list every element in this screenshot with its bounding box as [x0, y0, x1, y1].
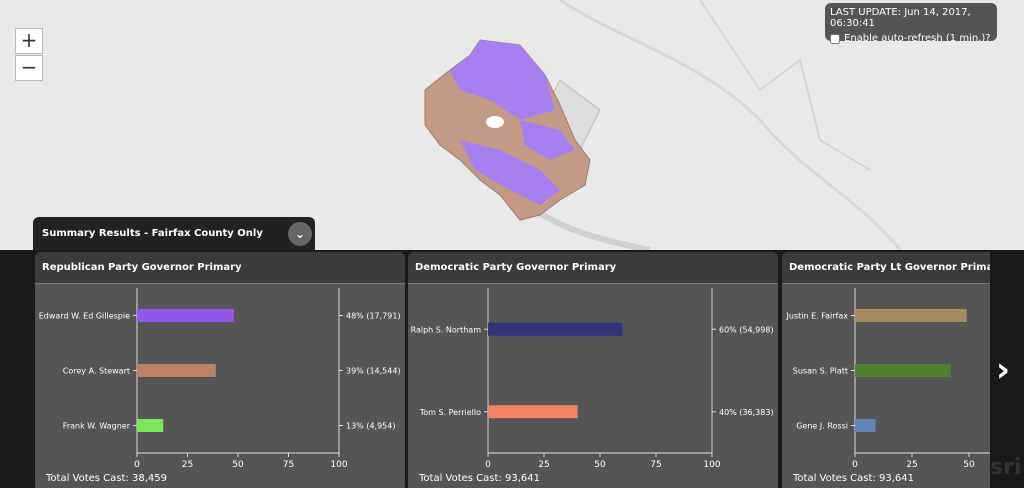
vote-label: 48% (17,791): [346, 312, 401, 321]
x-tick-label: 50: [963, 460, 975, 470]
candidate-name: Ralph S. Northam: [411, 325, 482, 334]
vote-label: 13% (4,954): [346, 422, 395, 431]
x-tick-label: 25: [182, 460, 193, 470]
total-votes: Total Votes Cast: 38,459: [46, 473, 167, 484]
candidate-name: Corey A. Stewart: [63, 367, 130, 376]
x-tick-label: 50: [594, 460, 606, 470]
total-votes: Total Votes Cast: 93,641: [419, 473, 540, 484]
auto-refresh-toggle[interactable]: Enable auto-refresh (1 min.)?: [830, 33, 992, 44]
candidate-name: Frank W. Wagner: [63, 422, 131, 431]
x-tick-label: 25: [538, 460, 549, 470]
bar: [855, 309, 967, 322]
vote-label: 39% (14,544): [346, 367, 401, 376]
candidate-name: Tom S. Perriello: [419, 408, 481, 417]
summary-tab[interactable]: Summary Results - Fairfax County Only ⌄: [33, 217, 315, 250]
bar: [488, 322, 623, 336]
x-tick-label: 75: [650, 460, 661, 470]
auto-refresh-checkbox[interactable]: [830, 33, 840, 44]
zoom-in-button[interactable]: +: [15, 28, 43, 54]
bar: [137, 309, 234, 322]
bar: [855, 364, 951, 377]
x-tick-label: 75: [283, 460, 294, 470]
update-panel: LAST UPDATE: Jun 14, 2017, 06:30:41 Enab…: [825, 3, 997, 44]
chevron-down-icon[interactable]: ⌄: [288, 222, 312, 246]
x-tick-label: 0: [485, 460, 491, 470]
esri-logo: sri: [990, 455, 1022, 480]
chart-title: Democratic Party Lt Governor Primary: [782, 252, 990, 284]
bar-chart: 0 25 50 75 100 Edward W. Ed Gillespie 48% (17,…: [39, 288, 401, 470]
next-arrow-icon[interactable]: ›: [996, 350, 1011, 390]
bar-chart: 0 25 50 75 100 Ralph S. Northam 60% (54,998) To…: [411, 288, 774, 470]
candidate-name: Gene J. Rossi: [796, 422, 848, 431]
vote-label: 60% (54,998): [719, 325, 774, 334]
x-tick-label: 50: [232, 460, 244, 470]
x-tick-label: 0: [852, 460, 858, 470]
bar: [137, 419, 164, 432]
results-panel: Republican Party Governor Primary Total …: [0, 250, 990, 488]
chart-card: Democratic Party Governor Primary Total …: [408, 252, 778, 488]
x-tick-label: 25: [906, 460, 917, 470]
bar: [137, 364, 216, 377]
candidate-name: Susan S. Platt: [793, 367, 848, 376]
candidate-name: Edward W. Ed Gillespie: [39, 312, 130, 321]
x-tick-label: 100: [330, 460, 347, 470]
bar: [855, 419, 876, 432]
last-update-text: LAST UPDATE: Jun 14, 2017, 06:30:41: [830, 7, 971, 29]
chart-title: Democratic Party Governor Primary: [408, 252, 778, 284]
candidate-name: Justin E. Fairfax: [786, 312, 849, 321]
summary-tab-title: Summary Results - Fairfax County Only: [42, 228, 263, 239]
x-tick-label: 100: [703, 460, 720, 470]
x-tick-label: 0: [134, 460, 140, 470]
zoom-out-button[interactable]: −: [15, 55, 43, 81]
basemap: [424, 0, 902, 250]
chart-title: Republican Party Governor Primary: [35, 252, 405, 284]
bar: [488, 405, 578, 419]
total-votes: Total Votes Cast: 93,641: [793, 473, 914, 484]
vote-label: 40% (36,383): [719, 408, 774, 417]
map[interactable]: + − LAST UPDATE: Jun 14, 2017, 06:30:41 …: [0, 0, 1024, 250]
chart-card: Republican Party Governor Primary Total …: [35, 252, 405, 488]
chart-card: Democratic Party Lt Governor Primary Tot…: [782, 252, 990, 488]
auto-refresh-label: Enable auto-refresh (1 min.)?: [844, 33, 991, 44]
